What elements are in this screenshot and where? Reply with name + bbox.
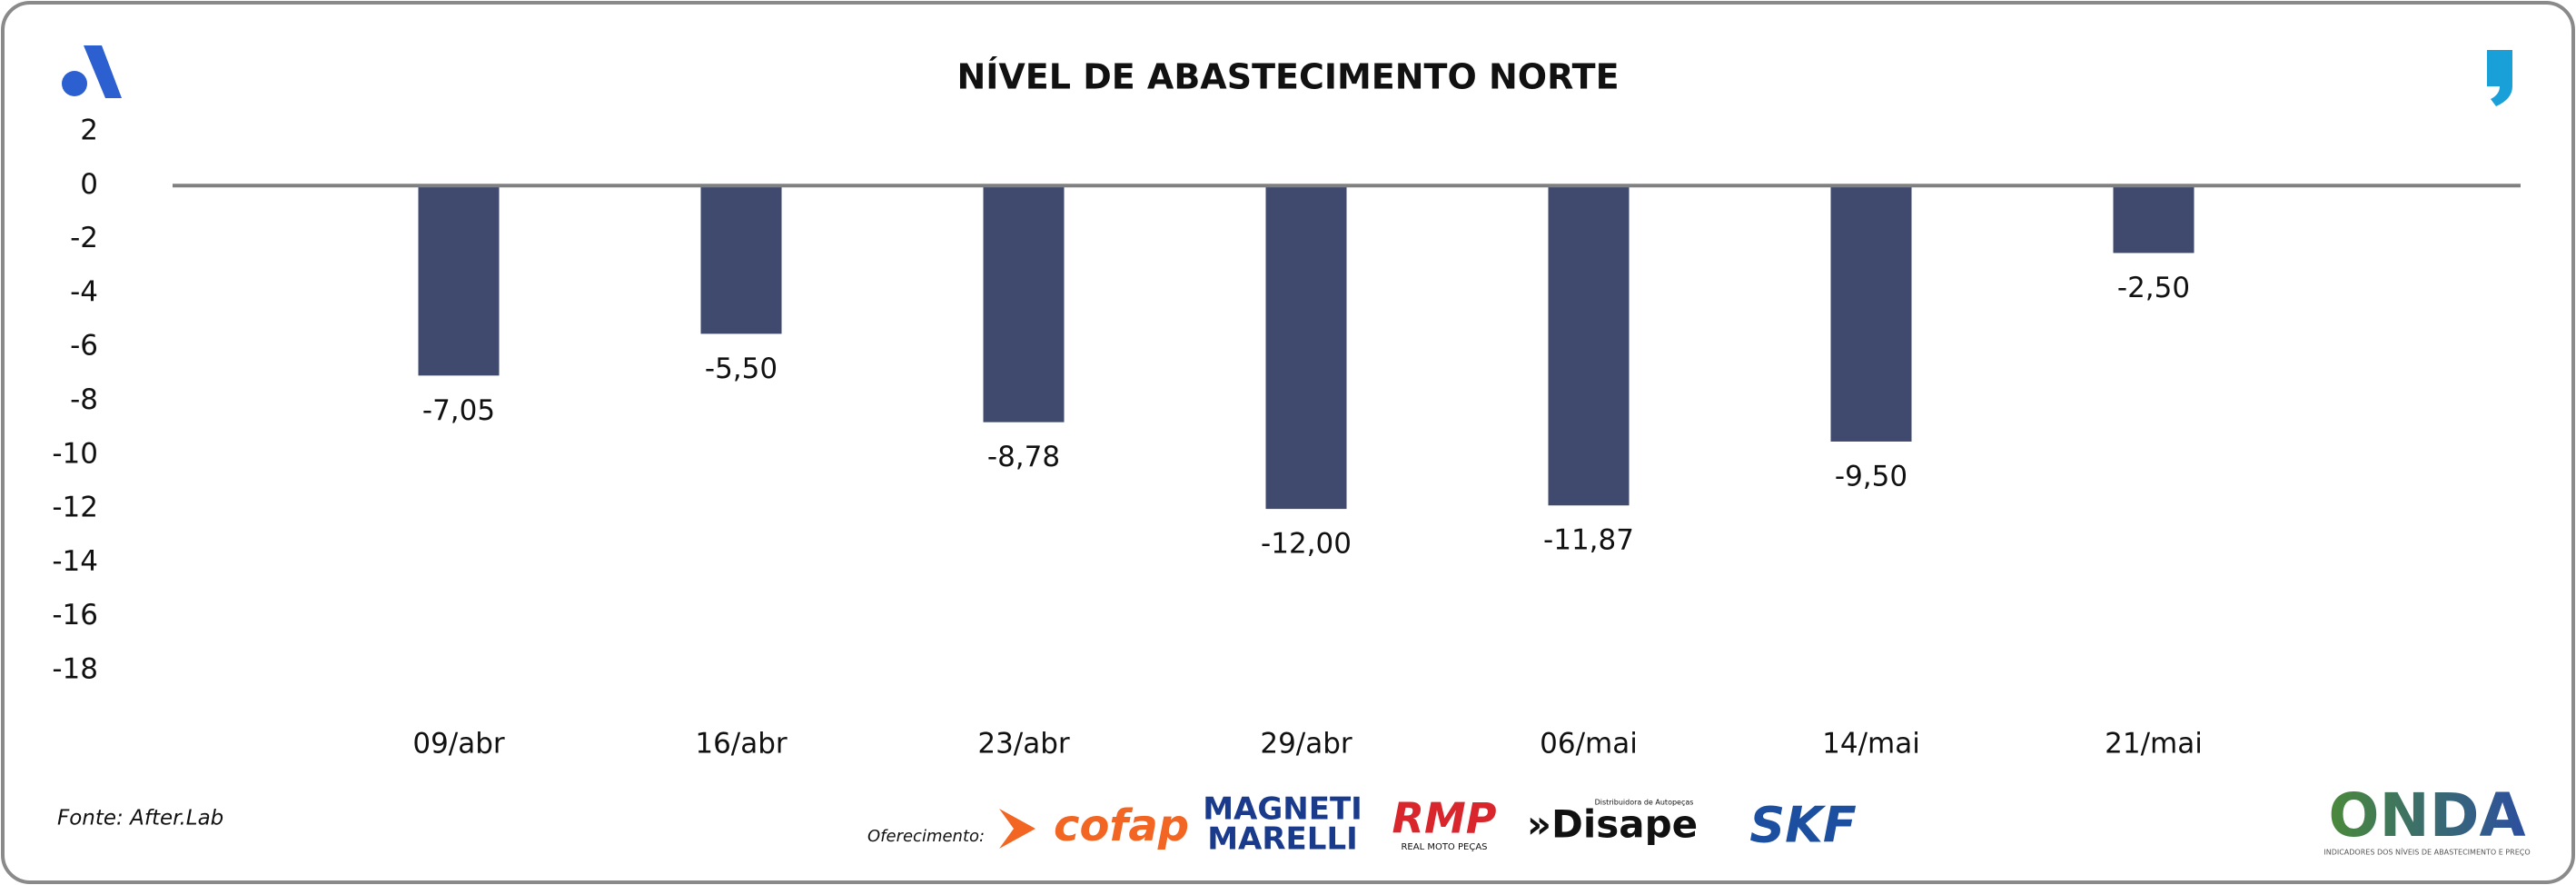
bar	[1830, 185, 1912, 442]
value-label: -12,00	[1261, 528, 1352, 561]
x-tick-label: 09/abr	[412, 728, 505, 761]
y-tick-label: -8	[70, 383, 98, 416]
x-tick-label: 16/abr	[695, 728, 788, 761]
x-tick-label: 14/mai	[1822, 728, 1920, 761]
quote-icon	[2487, 50, 2512, 106]
y-tick-label: -10	[52, 437, 98, 470]
x-tick-label: 21/mai	[2105, 728, 2203, 761]
y-tick-label: -4	[70, 275, 98, 308]
y-tick-label: -16	[52, 599, 98, 631]
logo-marelli: MARELLI	[1207, 821, 1358, 858]
x-tick-label: 29/abr	[1260, 728, 1352, 761]
logo-disape-sub: Distribuidora de Autopeças	[1595, 799, 1694, 807]
logo-icon	[62, 45, 122, 98]
y-tick-label: -6	[70, 330, 98, 363]
chart-title: NÍVEL DE ABASTECIMENTO NORTE	[956, 57, 1619, 97]
value-label: -11,87	[1543, 524, 1634, 557]
y-tick-label: -2	[70, 222, 98, 254]
sponsor-label: Oferecimento:	[867, 827, 985, 846]
bar	[2113, 185, 2195, 254]
source: Fonte: After.Lab	[57, 807, 223, 830]
bar	[1265, 185, 1347, 510]
x-tick-label: 23/abr	[977, 728, 1070, 761]
bar	[1548, 185, 1630, 506]
bar	[700, 185, 782, 334]
y-tick-label: 0	[80, 168, 98, 201]
logo-skf: SKF	[1749, 797, 1857, 854]
y-tick-label: -18	[52, 653, 98, 686]
y-tick-label: 2	[80, 114, 98, 147]
value-label: -5,50	[705, 353, 778, 385]
y-tick-label: -14	[52, 545, 98, 578]
value-label: -7,05	[422, 394, 495, 427]
y-tick-label: -12	[52, 492, 98, 524]
logo-cofap: cofap	[1054, 800, 1189, 851]
value-label: -2,50	[2117, 272, 2190, 304]
logo-magneti: MAGNETI	[1203, 791, 1362, 828]
logo-rmp: RMP	[1392, 794, 1497, 843]
value-label: -8,78	[987, 441, 1060, 473]
brand-tagline: INDICADORES DOS NÍVEIS DE ABASTECIMENTO …	[2323, 847, 2530, 857]
brand: ONDA	[2328, 781, 2525, 850]
bar	[418, 185, 500, 376]
logo-rmp-sub: REAL MOTO PEÇAS	[1401, 842, 1487, 852]
bar	[983, 185, 1065, 423]
value-label: -9,50	[1835, 460, 1907, 492]
logo-cofap-mark	[999, 809, 1035, 849]
x-tick-label: 06/mai	[1540, 728, 1638, 761]
logo-disape: »Disape	[1527, 802, 1698, 847]
